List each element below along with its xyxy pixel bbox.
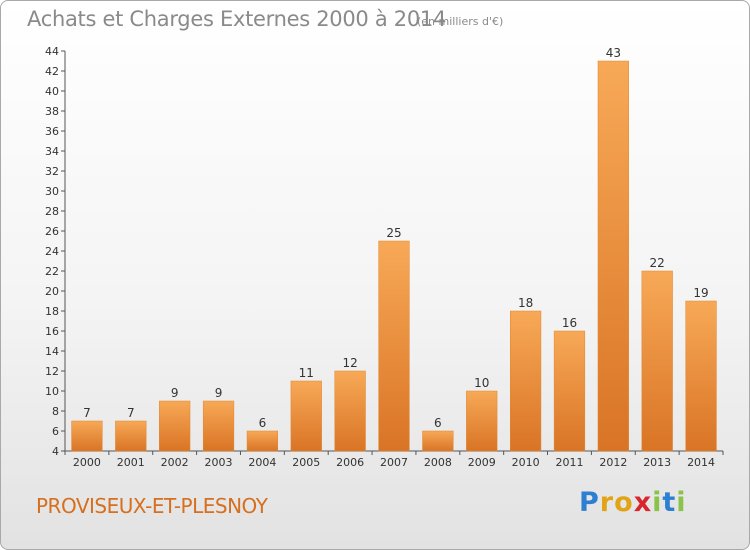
y-tick-label: 16	[45, 325, 59, 338]
bar-value-label: 25	[386, 226, 401, 240]
bar-value-label: 10	[474, 376, 489, 390]
bar-2002	[159, 400, 191, 452]
logo-letter: x	[633, 487, 653, 518]
y-tick-label: 30	[45, 185, 59, 198]
bar-2006	[334, 370, 366, 452]
x-tick-label: 2011	[555, 456, 583, 469]
x-tick-label: 2004	[248, 456, 276, 469]
y-tick-label: 18	[45, 305, 59, 318]
x-tick-label: 2002	[161, 456, 189, 469]
bar-value-label: 11	[299, 366, 314, 380]
proxiti-logo: Proxiti	[579, 487, 687, 518]
bar-2012	[597, 60, 629, 452]
bar-2010	[509, 310, 542, 452]
bar-2000	[71, 420, 103, 452]
logo-letter: t	[662, 487, 677, 518]
x-tick-label: 2000	[73, 456, 101, 469]
bar-value-label: 9	[171, 386, 179, 400]
logo-letter: i	[652, 487, 663, 518]
y-tick-label: 38	[45, 105, 59, 118]
bar-2004	[246, 430, 279, 452]
bar-value-label: 18	[518, 296, 533, 310]
bar-2014	[685, 300, 717, 452]
bar-2001	[115, 420, 147, 452]
bar-2013	[641, 270, 673, 452]
bar-value-label: 12	[342, 356, 357, 370]
bar-value-label: 7	[127, 406, 135, 420]
y-tick-label: 32	[45, 165, 59, 178]
bar-2011	[553, 330, 586, 452]
bar-2007	[378, 240, 410, 452]
y-tick-label: 14	[45, 345, 59, 358]
y-tick-label: 42	[45, 65, 59, 78]
logo-letter: o	[614, 487, 634, 518]
x-tick-label: 2013	[643, 456, 671, 469]
y-tick-label: 44	[45, 45, 59, 58]
y-tick-label: 24	[45, 245, 59, 258]
logo-letter: P	[579, 487, 600, 518]
y-tick-label: 26	[45, 225, 59, 238]
y-tick-label: 34	[45, 145, 59, 158]
chart-title: Achats et Charges Externes 2000 à 2014	[27, 7, 447, 31]
bar-value-label: 19	[693, 286, 708, 300]
bars: 7 7 9 9 6 11 12 25 6 10 18 16 43 22 19	[71, 46, 717, 452]
y-tick-label: 28	[45, 205, 59, 218]
bar-2005	[290, 380, 322, 452]
bar-2008	[422, 430, 454, 452]
x-axis: 2000 2001 2002 2003 2004 2005 2006 2007 2008 2009…	[64, 450, 724, 469]
y-axis: 4 6 8 10 12 14 16 18 20 22 24 26 28 30 32 34 36 38 40 42 44	[45, 45, 66, 458]
y-tick-label: 4	[52, 445, 59, 458]
x-tick-label: 2005	[292, 456, 320, 469]
x-tick-label: 2012	[599, 456, 627, 469]
x-tick-label: 2001	[117, 456, 145, 469]
place-name: PROVISEUX-ET-PLESNOY	[36, 494, 268, 518]
bar-value-label: 43	[606, 46, 621, 60]
bar-value-label: 7	[83, 406, 91, 420]
bar-value-label: 9	[215, 386, 223, 400]
y-tick-label: 8	[52, 405, 59, 418]
chart-subtitle: (en milliers d'€)	[417, 15, 504, 28]
y-tick-label: 12	[45, 365, 59, 378]
x-tick-label: 2014	[687, 456, 715, 469]
bar-value-label: 6	[434, 416, 442, 430]
bar-value-label: 22	[650, 256, 665, 270]
y-tick-label: 6	[52, 425, 59, 438]
x-tick-label: 2009	[468, 456, 496, 469]
x-tick-label: 2006	[336, 456, 364, 469]
y-tick-label: 22	[45, 265, 59, 278]
y-tick-label: 20	[45, 285, 59, 298]
y-tick-label: 40	[45, 85, 59, 98]
x-tick-label: 2008	[424, 456, 452, 469]
x-tick-label: 2010	[512, 456, 540, 469]
y-tick-label: 10	[45, 385, 59, 398]
y-tick-label: 36	[45, 125, 59, 138]
logo-letter: r	[599, 487, 615, 518]
bar-2009	[466, 390, 498, 452]
logo-letter: i	[676, 487, 687, 518]
bar-value-label: 6	[259, 416, 267, 430]
x-tick-label: 2003	[205, 456, 233, 469]
bar-value-label: 16	[562, 316, 577, 330]
x-tick-label: 2007	[380, 456, 408, 469]
bar-2003	[202, 400, 235, 452]
